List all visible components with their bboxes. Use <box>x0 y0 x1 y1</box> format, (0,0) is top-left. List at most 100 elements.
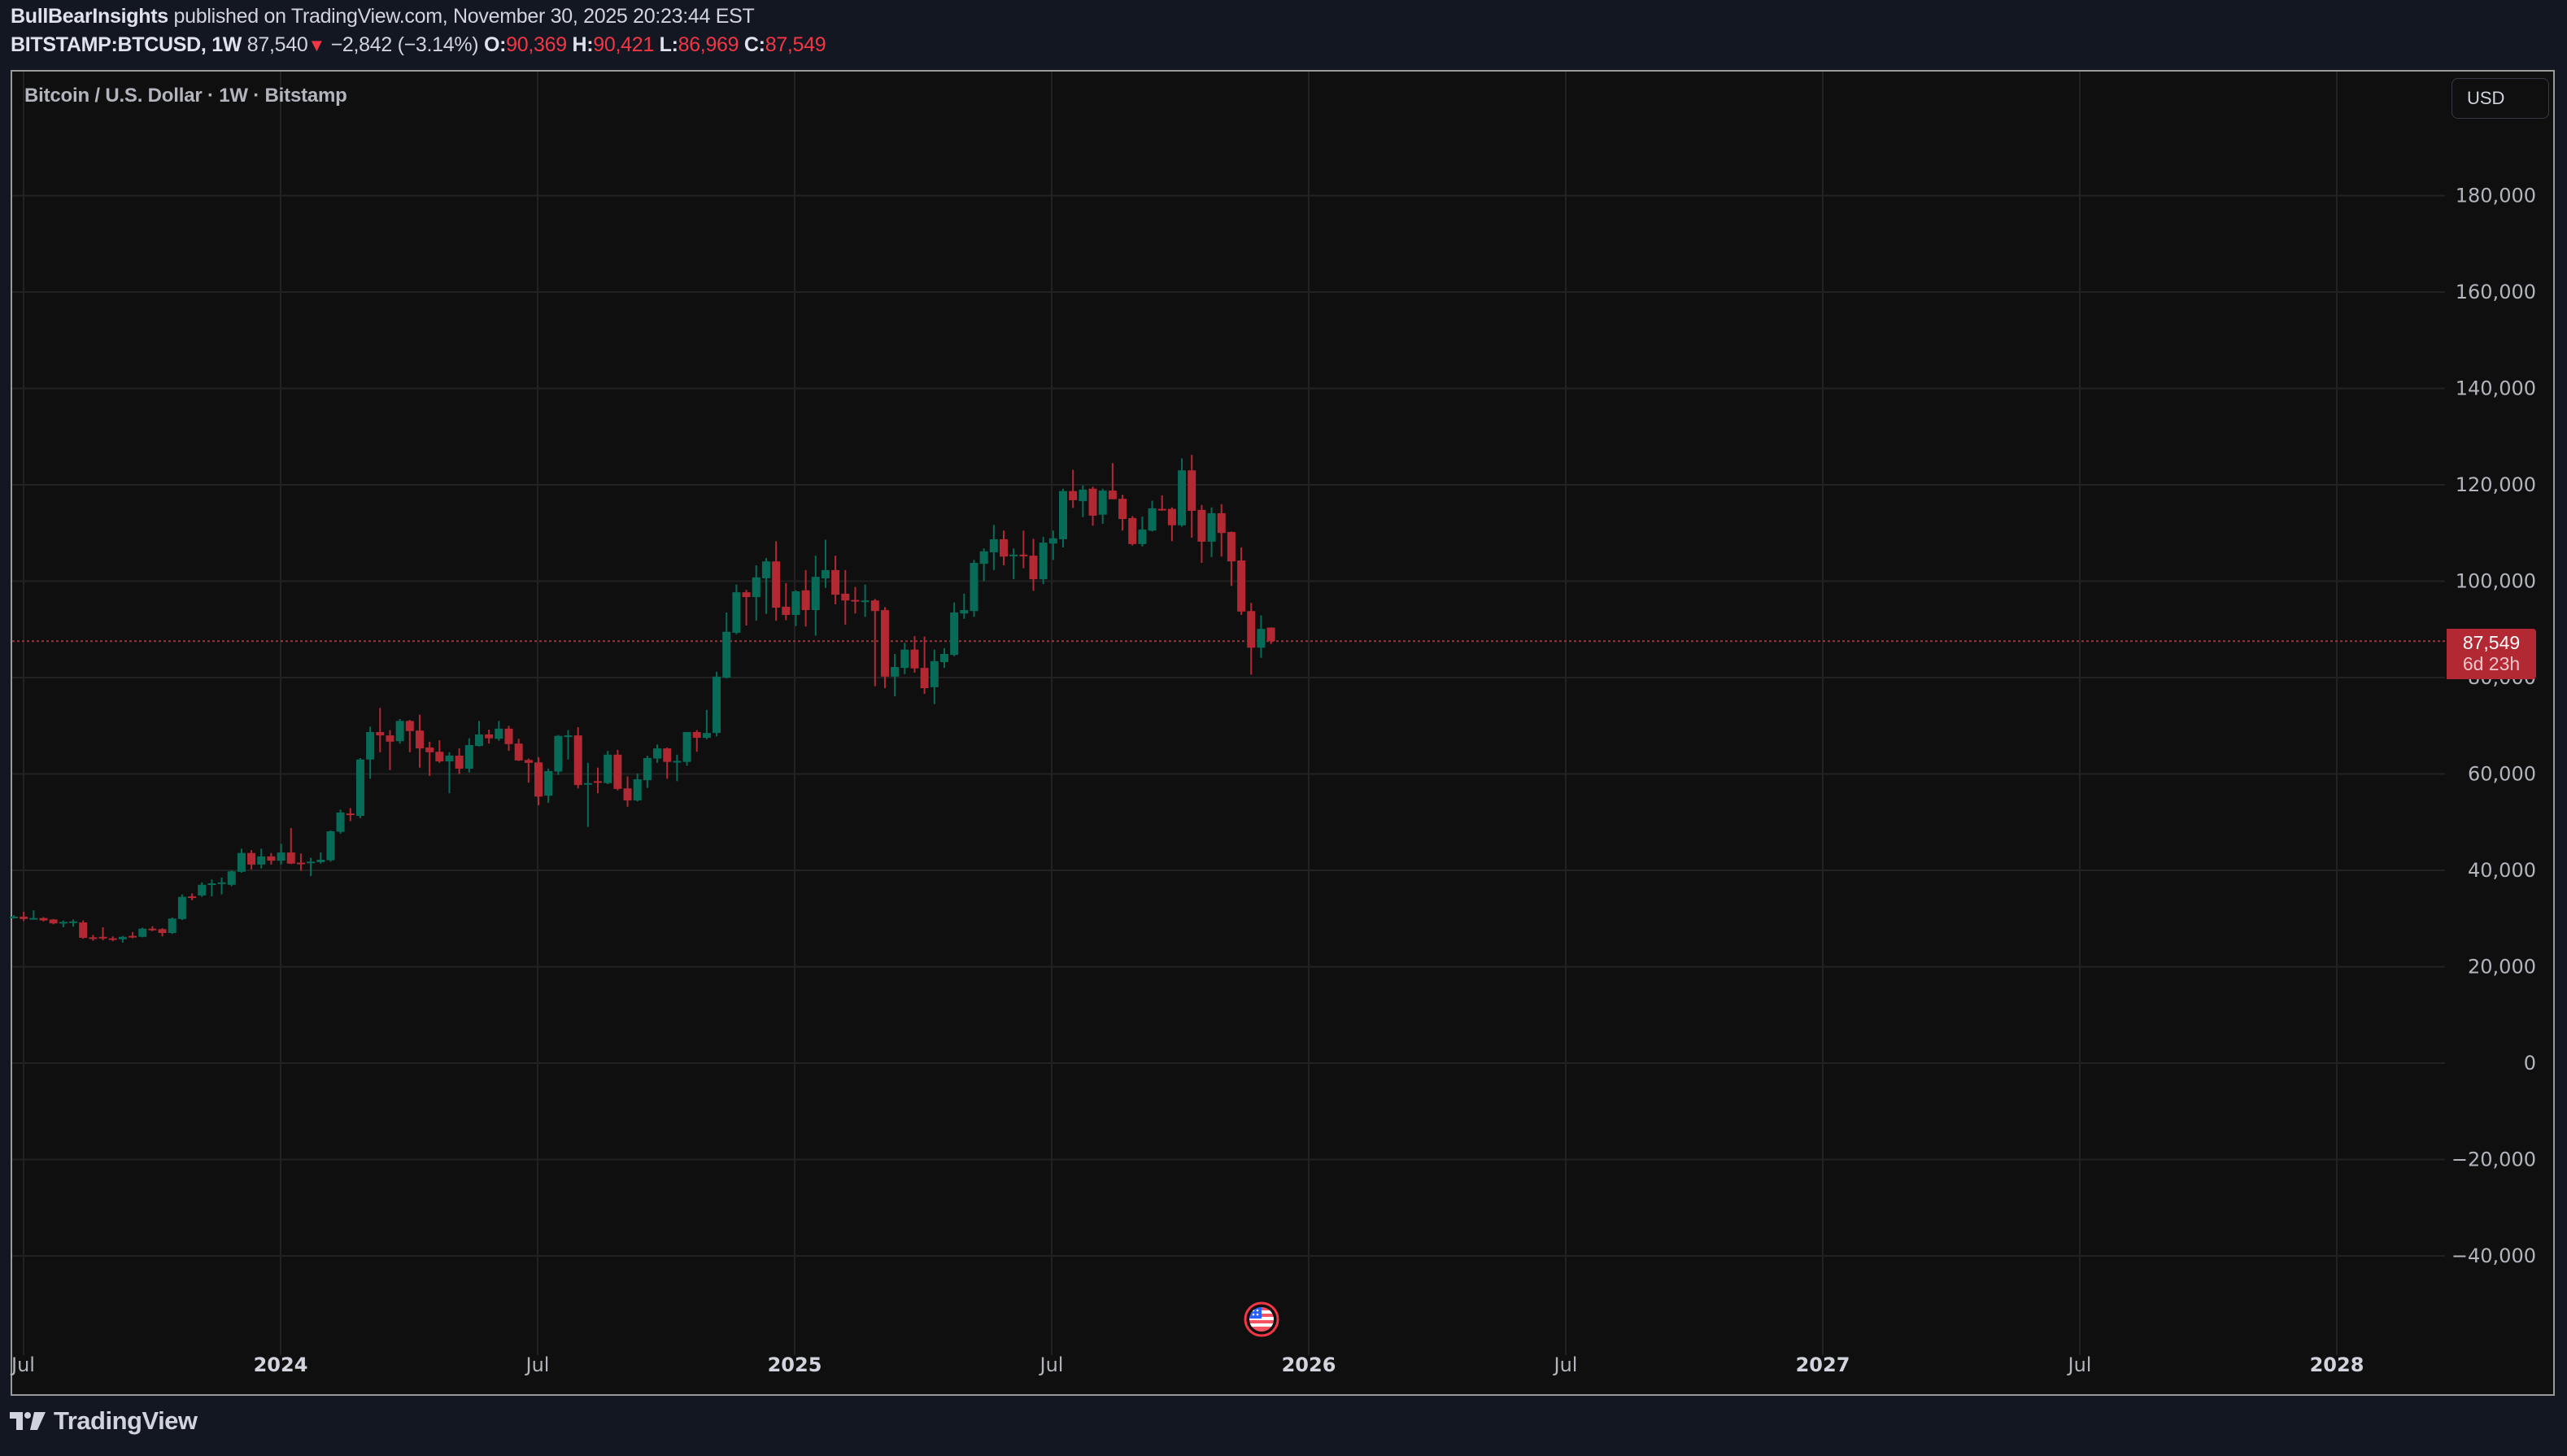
candle-up <box>791 591 800 615</box>
candle-down <box>1197 509 1206 542</box>
candle-up <box>633 779 642 801</box>
candle-up <box>217 882 226 884</box>
candle-up <box>1048 538 1057 544</box>
candle-down <box>1029 556 1038 580</box>
candle-up <box>326 831 335 861</box>
candle-up <box>643 757 652 781</box>
low-label: L: <box>659 33 678 56</box>
candle-down <box>594 781 603 783</box>
candle-down <box>692 731 701 739</box>
price-tick-label: 180,000 <box>2456 185 2536 207</box>
time-tick-label: Jul <box>2067 1354 2092 1376</box>
candle-up <box>653 748 662 759</box>
price-tick-label: 160,000 <box>2456 281 2536 303</box>
candle-down <box>1167 508 1176 525</box>
candle-down <box>296 862 305 865</box>
us-flag-icon[interactable] <box>1244 1301 1279 1337</box>
candle-up <box>960 610 969 614</box>
last-price-tag: 87,549 6d 23h <box>2447 629 2536 679</box>
grid-lines <box>12 72 2445 1355</box>
tradingview-logo[interactable]: TradingView <box>10 1405 198 1437</box>
candle-down <box>1088 488 1097 516</box>
candle-up <box>732 592 741 633</box>
candle-down <box>89 937 98 939</box>
candle-up <box>1148 508 1157 531</box>
price-tick-label: 20,000 <box>2468 956 2536 979</box>
candle-up <box>29 918 38 920</box>
candle-down <box>435 752 444 762</box>
candle-up <box>227 871 236 885</box>
candle-down <box>504 728 513 744</box>
candle-up <box>138 928 147 937</box>
candle-down <box>1069 490 1078 500</box>
time-tick-label: 2027 <box>1796 1354 1850 1376</box>
open-label: O: <box>483 33 507 56</box>
candle-down <box>1188 470 1196 511</box>
candle-down <box>129 935 137 938</box>
time-axis[interactable]: Jul 2024 Jul 2025 Jul 2026 Jul 2027 Jul 2028 <box>10 1354 2364 1376</box>
candle-up <box>464 744 473 769</box>
time-tick-label: Jul <box>1039 1354 1064 1376</box>
chart-title: Bitcoin / U.S. Dollar · 1W · Bitstamp <box>24 85 347 107</box>
price-change: −2,842 (−3.14%) <box>330 33 479 56</box>
currency-button[interactable]: USD <box>2452 78 2549 119</box>
price-tick-label: −40,000 <box>2452 1245 2536 1267</box>
symbol-info-bar: BITSTAMP:BTCUSD, 1W 87,540▼ −2,842 (−3.1… <box>11 33 826 57</box>
candle-up <box>702 733 711 739</box>
candle-down <box>39 918 48 921</box>
candle-up <box>355 759 364 817</box>
candle-up <box>395 721 404 742</box>
candle-down <box>79 922 88 938</box>
candle-down <box>663 748 672 762</box>
candle-up <box>564 735 573 738</box>
candle-down <box>831 569 840 595</box>
candle-down <box>158 929 167 934</box>
high-value: 90,421 <box>593 33 654 56</box>
candle-down <box>98 936 107 939</box>
candle-down <box>742 592 751 598</box>
time-tick-label: Jul <box>1553 1354 1578 1376</box>
open-value: 90,369 <box>506 33 567 56</box>
candle-up <box>722 631 731 678</box>
price-tick-label: 60,000 <box>2468 763 2536 786</box>
price-axis[interactable]: 180,000 160,000 140,000 120,000 100,000 60,00… <box>2452 185 2536 1268</box>
candle-down <box>148 928 157 931</box>
candle-up <box>168 918 177 934</box>
candle-down <box>386 735 394 742</box>
candle-up <box>970 562 978 612</box>
candle-up <box>1178 470 1187 525</box>
candle-down <box>455 755 464 769</box>
candle-up <box>900 649 909 669</box>
author-name[interactable]: BullBearInsights <box>11 5 168 28</box>
candle-down <box>1108 490 1117 499</box>
candles <box>10 455 1275 943</box>
high-label: H: <box>572 33 594 56</box>
candle-down <box>1019 554 1028 556</box>
chart-pane[interactable] <box>11 70 2555 1396</box>
candle-up <box>950 612 959 656</box>
time-tick-label: 2025 <box>768 1354 822 1376</box>
time-tick-label: Jul <box>10 1354 35 1376</box>
candle-down <box>514 743 523 761</box>
candle-down <box>415 730 424 749</box>
candle-down <box>286 852 295 864</box>
candle-down <box>1000 538 1008 557</box>
candle-up <box>316 859 325 862</box>
candle-up <box>673 761 682 763</box>
candle-up <box>1039 543 1048 580</box>
candle-up <box>1207 512 1216 542</box>
candle-up <box>277 852 285 861</box>
candle-up <box>1098 490 1107 515</box>
candle-up <box>257 856 266 865</box>
candle-down <box>1266 627 1275 642</box>
candle-down <box>188 896 197 898</box>
candle-up <box>336 812 345 832</box>
time-tick-label: 2024 <box>254 1354 308 1376</box>
candle-up <box>891 666 900 677</box>
down-triangle-icon: ▼ <box>307 35 325 55</box>
candle-up <box>821 569 830 578</box>
candle-up <box>1059 490 1068 539</box>
candle-up <box>989 538 998 552</box>
candle-up <box>604 754 612 783</box>
